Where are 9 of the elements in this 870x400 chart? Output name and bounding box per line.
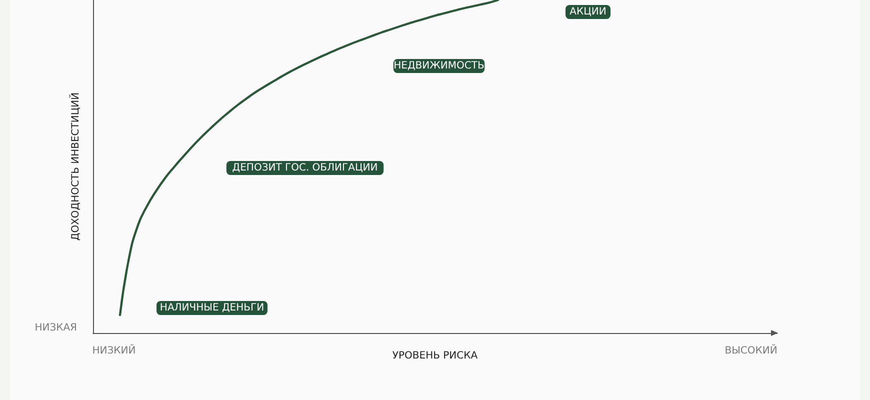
annotation: ДЕПОЗИТ ГОС. ОБЛИГАЦИИ bbox=[232, 162, 378, 174]
x-axis-title: УРОВЕНЬ РИСКА bbox=[392, 350, 478, 362]
text: НИЗКИЙ bbox=[92, 344, 136, 356]
annotation: НЕДВИЖИМОСТЬ bbox=[394, 60, 484, 72]
annotation: АКЦИИ bbox=[570, 6, 606, 18]
y-axis-title: ДОХОДНОСТЬ ИНВЕСТИЦИЙ bbox=[68, 92, 82, 241]
text: ВЫСОКИЙ bbox=[724, 344, 778, 356]
annotation: НАЛИЧНЫЕ ДЕНЬГИ bbox=[160, 302, 264, 314]
text: НИЗКАЯ bbox=[34, 322, 77, 334]
